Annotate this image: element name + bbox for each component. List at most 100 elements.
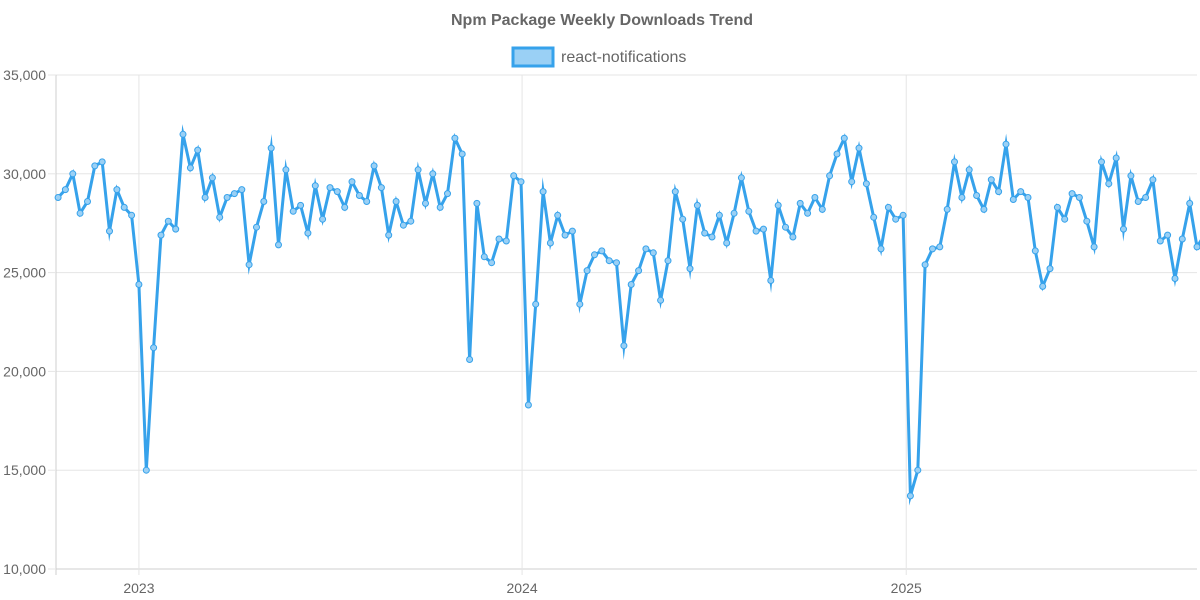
data-point[interactable] — [892, 215, 900, 223]
data-point[interactable] — [1002, 140, 1010, 148]
data-point[interactable] — [510, 172, 518, 180]
data-point[interactable] — [216, 213, 224, 221]
data-point[interactable] — [554, 211, 562, 219]
data-point[interactable] — [1149, 176, 1157, 184]
data-point[interactable] — [635, 267, 643, 275]
data-point[interactable] — [142, 466, 150, 474]
data-point[interactable] — [877, 245, 885, 253]
data-point[interactable] — [980, 205, 988, 213]
data-point[interactable] — [1068, 190, 1076, 198]
data-point[interactable] — [627, 281, 635, 288]
data-point[interactable] — [488, 259, 496, 267]
data-point[interactable] — [451, 134, 459, 142]
data-point[interactable] — [54, 194, 62, 201]
data-point[interactable] — [473, 199, 481, 207]
data-point[interactable] — [150, 344, 158, 352]
data-point[interactable] — [671, 188, 679, 196]
data-point[interactable] — [598, 247, 606, 255]
data-point[interactable] — [422, 199, 429, 207]
data-point[interactable] — [767, 277, 775, 284]
data-point[interactable] — [179, 130, 187, 138]
data-point[interactable] — [613, 259, 620, 267]
data-point[interactable] — [208, 174, 216, 182]
data-point[interactable] — [480, 253, 488, 261]
data-point[interactable] — [929, 245, 936, 253]
data-point[interactable] — [1090, 243, 1098, 251]
data-point[interactable] — [84, 198, 91, 205]
data-point[interactable] — [436, 203, 444, 211]
data-point[interactable] — [444, 190, 451, 198]
data-point[interactable] — [987, 176, 995, 184]
data-point[interactable] — [1053, 203, 1061, 211]
data-point[interactable] — [1193, 243, 1200, 251]
data-point[interactable] — [194, 146, 202, 154]
data-point[interactable] — [363, 198, 371, 205]
data-point[interactable] — [591, 251, 598, 259]
data-point[interactable] — [723, 239, 731, 247]
data-point[interactable] — [752, 227, 760, 235]
data-point[interactable] — [385, 231, 393, 239]
data-point[interactable] — [1024, 194, 1032, 201]
data-point[interactable] — [1164, 231, 1172, 239]
data-point[interactable] — [1156, 237, 1164, 245]
data-point[interactable] — [113, 186, 121, 194]
data-point[interactable] — [392, 198, 400, 205]
data-point[interactable] — [811, 194, 819, 201]
data-point[interactable] — [414, 166, 422, 174]
data-point[interactable] — [649, 249, 657, 257]
data-point[interactable] — [1134, 198, 1142, 205]
data-point[interactable] — [98, 158, 106, 166]
data-point[interactable] — [502, 237, 510, 245]
data-point[interactable] — [1127, 172, 1135, 180]
data-point[interactable] — [1171, 275, 1179, 282]
data-point[interactable] — [774, 201, 782, 209]
data-point[interactable] — [862, 180, 870, 188]
data-point[interactable] — [201, 194, 209, 201]
data-point[interactable] — [605, 257, 613, 265]
data-point[interactable] — [275, 241, 282, 249]
data-point[interactable] — [1120, 225, 1127, 233]
data-point[interactable] — [870, 213, 878, 221]
data-point[interactable] — [260, 198, 268, 205]
data-point[interactable] — [76, 209, 84, 217]
data-point[interactable] — [1046, 265, 1054, 273]
data-point[interactable] — [186, 164, 194, 172]
data-point[interactable] — [943, 205, 951, 213]
data-point[interactable] — [804, 209, 812, 217]
data-point[interactable] — [737, 174, 745, 182]
data-point[interactable] — [745, 207, 753, 215]
data-point[interactable] — [1031, 247, 1039, 255]
data-point[interactable] — [760, 225, 767, 233]
data-point[interactable] — [701, 229, 709, 237]
data-point[interactable] — [267, 144, 275, 152]
data-point[interactable] — [715, 211, 723, 219]
data-point[interactable] — [936, 243, 944, 251]
data-point[interactable] — [61, 186, 69, 194]
data-point[interactable] — [106, 227, 113, 235]
data-point[interactable] — [370, 162, 378, 170]
data-point[interactable] — [1178, 235, 1186, 243]
data-point[interactable] — [568, 227, 576, 235]
data-point[interactable] — [664, 257, 672, 265]
data-point[interactable] — [407, 217, 415, 225]
data-point[interactable] — [429, 170, 437, 178]
data-point[interactable] — [583, 267, 591, 275]
data-point[interactable] — [172, 225, 180, 233]
data-point[interactable] — [995, 188, 1003, 196]
data-point[interactable] — [561, 231, 569, 239]
legend[interactable]: react-notifications — [511, 46, 686, 68]
data-point[interactable] — [899, 211, 907, 219]
data-point[interactable] — [826, 172, 834, 180]
data-point[interactable] — [973, 192, 981, 199]
data-point[interactable] — [951, 158, 958, 166]
data-point[interactable] — [921, 261, 929, 269]
data-point[interactable] — [848, 178, 856, 186]
data-point[interactable] — [657, 296, 665, 304]
data-point[interactable] — [708, 233, 716, 241]
data-point[interactable] — [319, 215, 327, 223]
data-point[interactable] — [833, 150, 841, 158]
data-point[interactable] — [282, 166, 290, 174]
data-point[interactable] — [253, 223, 260, 231]
data-point[interactable] — [914, 466, 922, 474]
data-point[interactable] — [1009, 196, 1017, 203]
